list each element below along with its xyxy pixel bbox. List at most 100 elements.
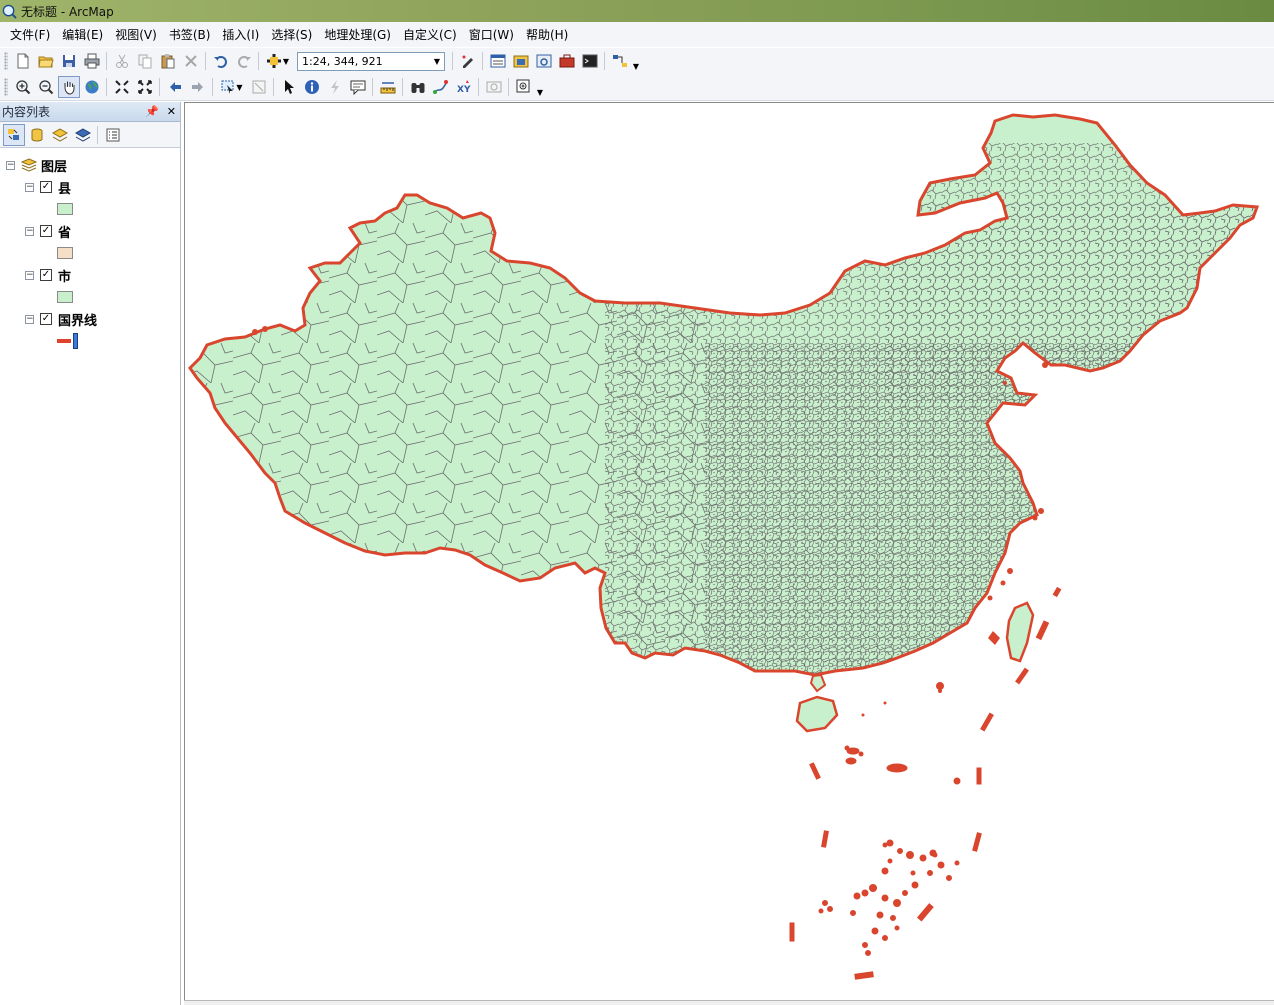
- add-data-button[interactable]: ▼: [263, 50, 293, 72]
- toolbar-grip[interactable]: [4, 52, 8, 70]
- map-scale-value: 1:24, 344, 921: [302, 54, 383, 68]
- toolbar-separator: [273, 78, 274, 96]
- map-scale-combobox[interactable]: 1:24, 344, 921 ▼: [297, 51, 445, 71]
- close-icon[interactable]: ✕: [166, 105, 176, 118]
- find-route-button[interactable]: [430, 76, 452, 98]
- toolbar-overflow-chevron-icon[interactable]: ▼: [632, 62, 640, 71]
- go-to-xy-button[interactable]: XY: [453, 76, 475, 98]
- layer-group-row[interactable]: − 图层: [0, 154, 180, 176]
- catalog-button[interactable]: [510, 50, 532, 72]
- toolbar-grip[interactable]: [4, 78, 8, 96]
- toolbar-separator: [159, 78, 160, 96]
- menu-selection[interactable]: 选择(S): [271, 27, 313, 42]
- taiwan-island[interactable]: [1005, 601, 1035, 663]
- menu-file[interactable]: 文件(F): [10, 27, 51, 42]
- layer-visibility-checkbox[interactable]: ✓: [40, 181, 52, 193]
- layer-row-national-border[interactable]: − ✓ 国界线: [0, 308, 180, 330]
- pan-button[interactable]: [57, 76, 80, 98]
- delete-button[interactable]: [180, 50, 202, 72]
- open-button[interactable]: [35, 50, 57, 72]
- go-back-button[interactable]: [164, 76, 186, 98]
- toolbar-separator: [508, 78, 509, 96]
- collapse-icon[interactable]: −: [25, 313, 34, 324]
- collapse-icon[interactable]: −: [25, 269, 34, 280]
- identify-button[interactable]: [301, 76, 323, 98]
- toolbar-overflow-chevron-icon[interactable]: ▼: [536, 88, 544, 97]
- catalog-icon: [513, 55, 528, 68]
- list-by-source-button[interactable]: [26, 124, 48, 146]
- mainland-polygon[interactable]: [185, 103, 1274, 1001]
- hyperlink-button[interactable]: [324, 76, 346, 98]
- search-window-button[interactable]: [533, 50, 555, 72]
- go-forward-button[interactable]: [187, 76, 209, 98]
- menu-insert[interactable]: 插入(I): [222, 27, 260, 42]
- new-document-button[interactable]: [12, 50, 34, 72]
- menu-geoprocessing[interactable]: 地理处理(G): [324, 27, 391, 42]
- drawing-order-icon: [7, 128, 19, 140]
- undo-button[interactable]: [210, 50, 232, 72]
- china-county-map[interactable]: [185, 103, 1274, 1001]
- select-features-icon: [221, 80, 234, 94]
- map-view[interactable]: [184, 102, 1274, 1000]
- edit-pencil-icon: [462, 55, 473, 68]
- menu-view[interactable]: 视图(V): [115, 27, 157, 42]
- find-button[interactable]: [407, 76, 429, 98]
- copy-button[interactable]: [134, 50, 156, 72]
- legend-swatch-province[interactable]: [57, 247, 73, 259]
- cut-button[interactable]: [111, 50, 133, 72]
- measure-button[interactable]: [377, 76, 399, 98]
- python-window-button[interactable]: [579, 50, 601, 72]
- zoom-in-button[interactable]: [12, 76, 34, 98]
- south-china-sea-islands[interactable]: [789, 586, 1062, 980]
- magnifier-window-button[interactable]: [513, 76, 535, 98]
- layer-visibility-checkbox[interactable]: ✓: [40, 269, 52, 281]
- table-of-contents-button[interactable]: [487, 50, 509, 72]
- magnifier-window-icon: [516, 79, 529, 93]
- menu-windows[interactable]: 窗口(W): [468, 27, 514, 42]
- list-by-selection-button[interactable]: [72, 124, 94, 146]
- collapse-icon[interactable]: −: [25, 181, 34, 192]
- save-button[interactable]: [58, 50, 80, 72]
- zoom-out-button[interactable]: [35, 76, 57, 98]
- menu-edit[interactable]: 编辑(E): [62, 27, 104, 42]
- menu-help[interactable]: 帮助(H): [525, 27, 569, 42]
- select-elements-button[interactable]: [278, 76, 300, 98]
- python-window-icon: [582, 54, 597, 68]
- layer-row-city[interactable]: − ✓ 市: [0, 264, 180, 286]
- menu-customize[interactable]: 自定义(C): [402, 27, 457, 42]
- print-button[interactable]: [81, 50, 103, 72]
- menu-bookmarks[interactable]: 书签(B): [168, 27, 211, 42]
- list-by-drawing-order-button[interactable]: [2, 123, 25, 146]
- fixed-zoom-in-button[interactable]: [111, 76, 133, 98]
- time-slider-button[interactable]: [483, 76, 505, 98]
- toolbar-separator: [106, 52, 107, 70]
- clear-selection-button[interactable]: [248, 76, 270, 98]
- editor-toolbar-button[interactable]: [457, 50, 479, 72]
- list-by-visibility-button[interactable]: [49, 124, 71, 146]
- html-popup-button[interactable]: [347, 76, 369, 98]
- chevron-down-icon[interactable]: ▼: [433, 56, 440, 66]
- arctoolbox-button[interactable]: [556, 50, 578, 72]
- layer-row-province[interactable]: − ✓ 省: [0, 220, 180, 242]
- pin-icon[interactable]: 📌: [145, 105, 159, 118]
- layer-row-county[interactable]: − ✓ 县: [0, 176, 180, 198]
- redo-button[interactable]: [233, 50, 255, 72]
- toc-options-button[interactable]: [102, 124, 124, 146]
- select-features-button[interactable]: ▼: [217, 76, 247, 98]
- layer-visibility-checkbox[interactable]: ✓: [40, 313, 52, 325]
- layer-group-label: 图层: [41, 159, 68, 175]
- new-document-icon: [17, 53, 28, 69]
- paste-button[interactable]: [157, 50, 179, 72]
- legend-swatch-county[interactable]: [57, 203, 73, 215]
- modelbuilder-button[interactable]: [609, 50, 631, 72]
- legend-swatch-city[interactable]: [57, 291, 73, 303]
- fixed-zoom-out-button[interactable]: [134, 76, 156, 98]
- layer-label: 省: [58, 225, 72, 241]
- layer-tree: − 图层 − ✓ 县 − ✓ 省 − ✓ 市: [0, 148, 180, 352]
- full-extent-button[interactable]: [81, 76, 103, 98]
- legend-swatch-border[interactable]: [57, 339, 71, 343]
- collapse-icon[interactable]: −: [6, 159, 15, 170]
- collapse-icon[interactable]: −: [25, 225, 34, 236]
- layer-visibility-checkbox[interactable]: ✓: [40, 225, 52, 237]
- hainan-island[interactable]: [795, 695, 839, 733]
